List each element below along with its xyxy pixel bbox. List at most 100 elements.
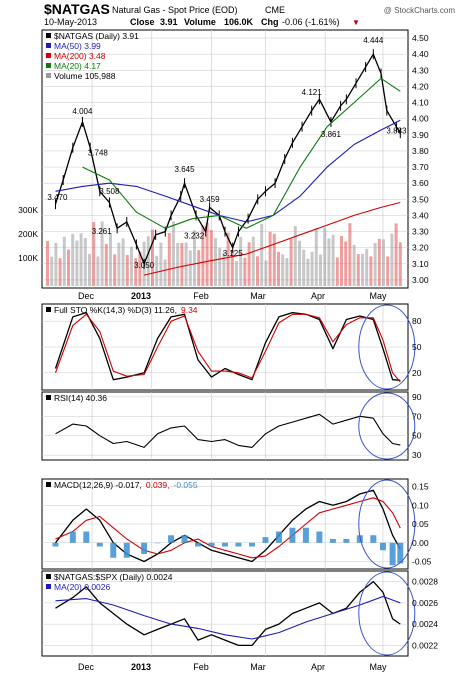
volume-bar xyxy=(247,242,251,286)
volume-bar xyxy=(386,256,390,286)
volume-bar xyxy=(310,251,314,286)
volume-bar xyxy=(365,248,369,286)
price-legend-swatch xyxy=(46,43,51,48)
volume-bar xyxy=(125,255,129,286)
rsi-legend-label: RSI(14) 40.36 xyxy=(54,393,107,403)
volume-bar xyxy=(344,241,348,286)
x-label-apr: Apr xyxy=(311,291,325,301)
macd-series-signal xyxy=(55,497,401,559)
rsi-panel-frame xyxy=(41,391,409,461)
price-y-tick-label: 4.00 xyxy=(412,114,429,124)
volume-bar xyxy=(260,223,264,286)
volume-bar xyxy=(352,244,356,286)
volume-bar xyxy=(176,243,180,286)
volume-bar xyxy=(184,242,188,286)
macd-histogram-bar xyxy=(110,542,117,558)
ratio-y-tick-label: 0.0026 xyxy=(412,598,438,608)
macd-histogram-bar xyxy=(195,542,202,547)
x-label-2013-bottom: 2013 xyxy=(131,662,151,672)
volume-bar xyxy=(398,242,402,286)
price-legend-label: MA(20) 4.17 xyxy=(54,61,101,71)
chart-name: Natural Gas - Spot Price (EOD) xyxy=(112,5,238,15)
volume-bar xyxy=(377,238,381,286)
price-y-tick-label: 4.50 xyxy=(412,33,429,43)
volume-bar xyxy=(285,258,289,286)
volume-bar xyxy=(113,254,117,286)
volume-bar xyxy=(373,243,377,286)
macd-series-macd xyxy=(54,489,401,563)
x-label-mar-bottom: Mar xyxy=(250,662,266,672)
volume-bar xyxy=(121,238,125,286)
volume-bar xyxy=(239,236,243,286)
price-annotation: 4.004 xyxy=(72,107,93,116)
rsi-y-tick-label: 90 xyxy=(412,392,422,402)
price-series-ma-200 xyxy=(143,201,401,276)
volume-bar xyxy=(134,258,138,286)
price-annotation: 3.508 xyxy=(99,187,120,196)
rsi-y-tick-label: 30 xyxy=(412,450,422,460)
volume-bar xyxy=(155,255,159,286)
price-legend-swatch xyxy=(46,73,51,78)
price-legend-label: MA(200) 3.48 xyxy=(54,51,106,61)
chart-symbol: $NATGAS xyxy=(44,1,110,17)
x-label-feb-bottom: Feb xyxy=(193,662,209,672)
volume-bar xyxy=(159,242,163,286)
volume-bar xyxy=(369,256,373,286)
ratio-legend-swatch xyxy=(46,574,51,579)
volume-bar xyxy=(201,225,205,286)
volume-bar xyxy=(79,233,83,286)
macd-histogram-bar xyxy=(343,539,350,543)
macd-histogram-bar xyxy=(262,537,269,543)
chg-value: -0.06 (-1.61%) xyxy=(282,17,340,27)
stochastic-series-k xyxy=(54,311,401,381)
macd-histogram-bar xyxy=(370,535,377,543)
rsi-y-tick-label: 50 xyxy=(412,431,422,441)
ratio-legend-label: MA(20) 0.0026 xyxy=(54,582,110,592)
volume-bar xyxy=(302,249,306,286)
price-legend-swatch xyxy=(46,63,51,68)
price-annotation: 3.883 xyxy=(386,127,407,136)
macd-histogram-bar xyxy=(154,542,161,544)
x-label-may: May xyxy=(369,291,387,301)
price-y-tick-label: 3.00 xyxy=(412,275,429,285)
ratio-series-ma-20 xyxy=(55,595,401,640)
volume-bar xyxy=(54,242,58,286)
volume-bar xyxy=(289,238,293,286)
macd-legend-value: 0.039, xyxy=(146,480,170,490)
volume-bar xyxy=(356,254,360,286)
macd-histogram-bar xyxy=(83,531,90,543)
macd-histogram-bar xyxy=(141,542,148,554)
price-annotation: 3.261 xyxy=(92,227,113,236)
price-y-tick-label: 3.80 xyxy=(412,146,429,156)
volume-bar xyxy=(226,232,230,286)
volume-label: Volume xyxy=(184,17,216,27)
volume-bar xyxy=(306,258,310,286)
price-annotation: 3.748 xyxy=(88,148,109,157)
x-label-dec-bottom: Dec xyxy=(78,662,95,672)
price-series-natgas-daily xyxy=(54,53,401,265)
macd-histogram-bar xyxy=(275,531,282,543)
volume-bar xyxy=(323,227,327,286)
macd-histogram-bar xyxy=(181,535,188,543)
macd-histogram-bar xyxy=(302,527,309,543)
volume-bar xyxy=(151,229,154,286)
macd-histogram-bar xyxy=(316,531,323,543)
volume-bar xyxy=(298,240,301,286)
volume-bar xyxy=(243,257,247,286)
volume-bar xyxy=(197,250,201,286)
macd-histogram-bar xyxy=(168,535,175,543)
volume-bar xyxy=(100,221,104,286)
macd-histogram-bar xyxy=(329,539,336,543)
price-annotation: 3.861 xyxy=(321,130,342,139)
volume-bar xyxy=(188,250,192,286)
close-label: Close xyxy=(130,17,155,27)
volume-bar xyxy=(205,222,209,286)
volume-bar xyxy=(256,256,259,286)
volume-bar xyxy=(62,236,66,286)
volume-bar xyxy=(264,260,268,286)
macd-histogram-bar xyxy=(123,542,130,558)
volume-bar xyxy=(67,249,70,286)
volume-bar xyxy=(146,236,150,286)
